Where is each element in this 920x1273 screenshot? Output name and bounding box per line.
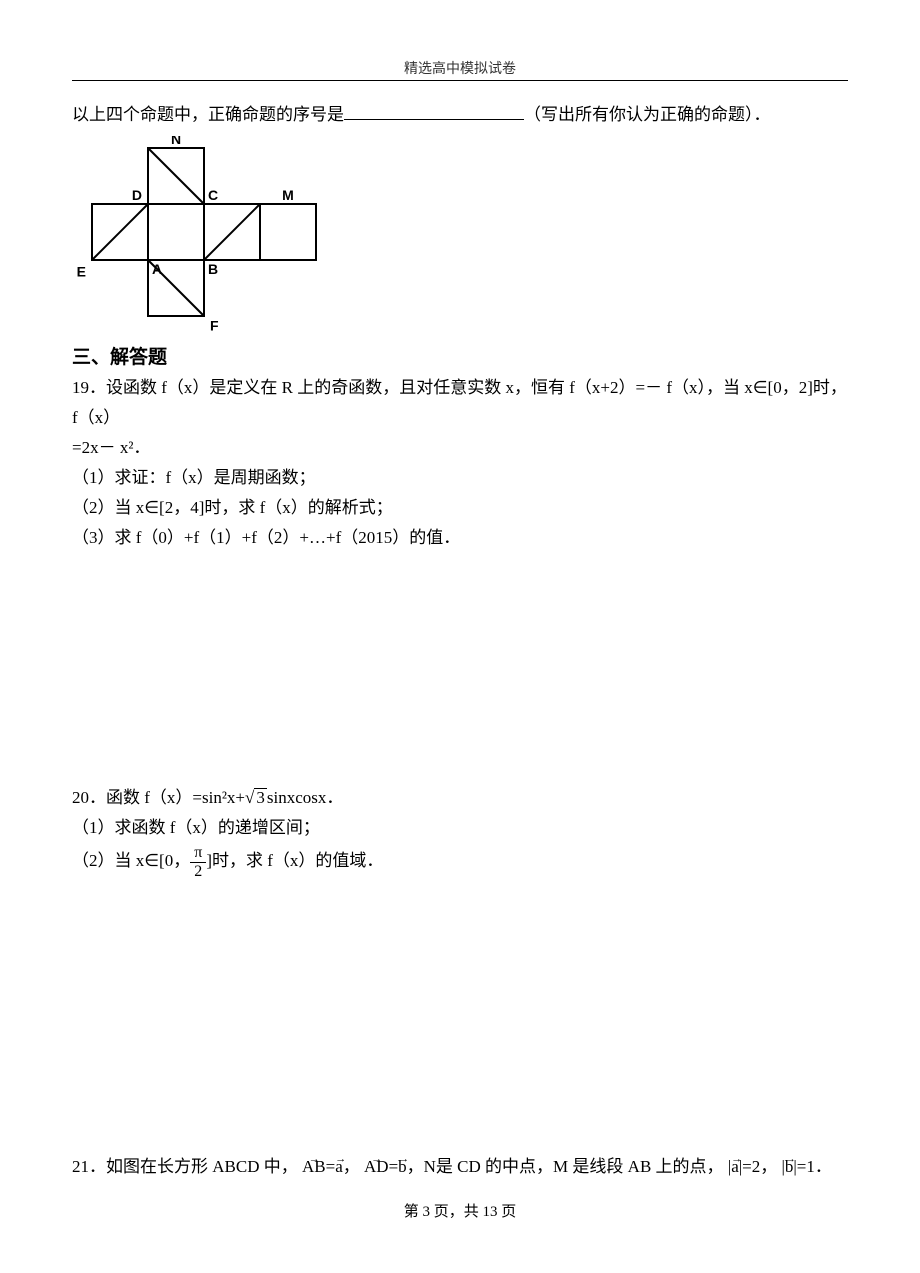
pre-figure-suffix: （写出所有你认为正确的命题）． bbox=[524, 105, 771, 124]
blank-space-q20 bbox=[72, 880, 848, 1150]
q21-abs-b-post: |=1． bbox=[793, 1157, 832, 1176]
q21-stem: 21．如图在长方形 ABCD 中， →AB=→a， →AD=→b，N是 CD 的… bbox=[72, 1150, 848, 1182]
q20-sqrt-value: 3 bbox=[254, 788, 267, 806]
doc-header-title: 精选高中模拟试卷 bbox=[0, 58, 920, 78]
q21-eq1: = bbox=[326, 1157, 336, 1176]
blank-space-q19 bbox=[72, 553, 848, 783]
q19-part1: （1）求证：f（x）是周期函数； bbox=[72, 463, 848, 493]
pre-figure-prefix: 以上四个命题中，正确命题的序号是 bbox=[72, 105, 344, 124]
pre-figure-line: 以上四个命题中，正确命题的序号是 （写出所有你认为正确的命题）． bbox=[72, 100, 848, 130]
q20-part2: （2）当 x∈[0，π2]时，求 f（x）的值域． bbox=[72, 843, 848, 880]
svg-text:M: M bbox=[282, 187, 294, 203]
q20-p2-suffix: ]时，求 f（x）的值域． bbox=[206, 851, 383, 870]
vec-b-abs: →b bbox=[785, 1150, 794, 1182]
footer-suffix: 页 bbox=[498, 1204, 517, 1220]
svg-text:E: E bbox=[77, 263, 86, 279]
q19-part3: （3）求 f（0）+f（1）+f（2）+…+f（2015）的值． bbox=[72, 523, 848, 553]
vec-a-abs: →a bbox=[731, 1150, 739, 1182]
exam-page: 精选高中模拟试卷 以上四个命题中，正确命题的序号是 （写出所有你认为正确的命题）．… bbox=[0, 0, 920, 1273]
q20-part1: （1）求函数 f（x）的递增区间； bbox=[72, 813, 848, 843]
q21-eq2: = bbox=[389, 1157, 399, 1176]
q20-frac-den: 2 bbox=[190, 863, 206, 880]
footer-page: 3 bbox=[422, 1204, 430, 1220]
footer-prefix: 第 bbox=[404, 1204, 423, 1220]
q21-prefix: 21．如图在长方形 ABCD 中， bbox=[72, 1157, 298, 1176]
q20-stem-prefix: 20．函数 f（x）=sin²x+ bbox=[72, 788, 245, 807]
content-area: 以上四个命题中，正确命题的序号是 （写出所有你认为正确的命题）． N D C M E A B F… bbox=[72, 100, 848, 1182]
cube-net-figure: N D C M E A B F bbox=[72, 136, 372, 336]
svg-text:D: D bbox=[132, 187, 142, 203]
q20-stem-suffix: sinxcosx． bbox=[267, 788, 344, 807]
header-rule bbox=[72, 80, 848, 81]
q20-stem: 20．函数 f（x）=sin²x+√3sinxcosx． bbox=[72, 783, 848, 813]
svg-text:B: B bbox=[208, 261, 218, 277]
footer-total: 13 bbox=[483, 1204, 498, 1220]
svg-text:A: A bbox=[152, 261, 162, 277]
q21-sep2: ，N是 CD 的中点，M 是线段 AB 上的点， bbox=[407, 1157, 724, 1176]
vec-a: →a bbox=[335, 1150, 343, 1182]
svg-text:F: F bbox=[210, 317, 219, 333]
footer-mid: 页，共 bbox=[430, 1204, 483, 1220]
answer-blank bbox=[344, 102, 524, 120]
q20-frac-num: π bbox=[190, 845, 206, 863]
q21-sep1: ， bbox=[343, 1157, 360, 1176]
vec-AB: →AB bbox=[302, 1150, 326, 1182]
q20-fraction: π2 bbox=[190, 845, 206, 880]
svg-text:C: C bbox=[208, 187, 218, 203]
page-footer: 第 3 页，共 13 页 bbox=[0, 1200, 920, 1221]
q21-abs-a-post: |=2， bbox=[739, 1157, 778, 1176]
q19-stem-line1: 19．设函数 f（x）是定义在 R 上的奇函数，且对任意实数 x，恒有 f（x+… bbox=[72, 373, 848, 433]
q20-p2-prefix: （2）当 x∈[0， bbox=[72, 851, 190, 870]
q19-stem-line2: =2x－ x²． bbox=[72, 433, 848, 463]
q19-part2: （2）当 x∈[2，4]时，求 f（x）的解析式； bbox=[72, 493, 848, 523]
section-3-heading: 三、解答题 bbox=[72, 342, 848, 369]
svg-text:N: N bbox=[171, 136, 181, 147]
vec-b: →b bbox=[398, 1150, 407, 1182]
vec-AD: →AD bbox=[364, 1150, 389, 1182]
